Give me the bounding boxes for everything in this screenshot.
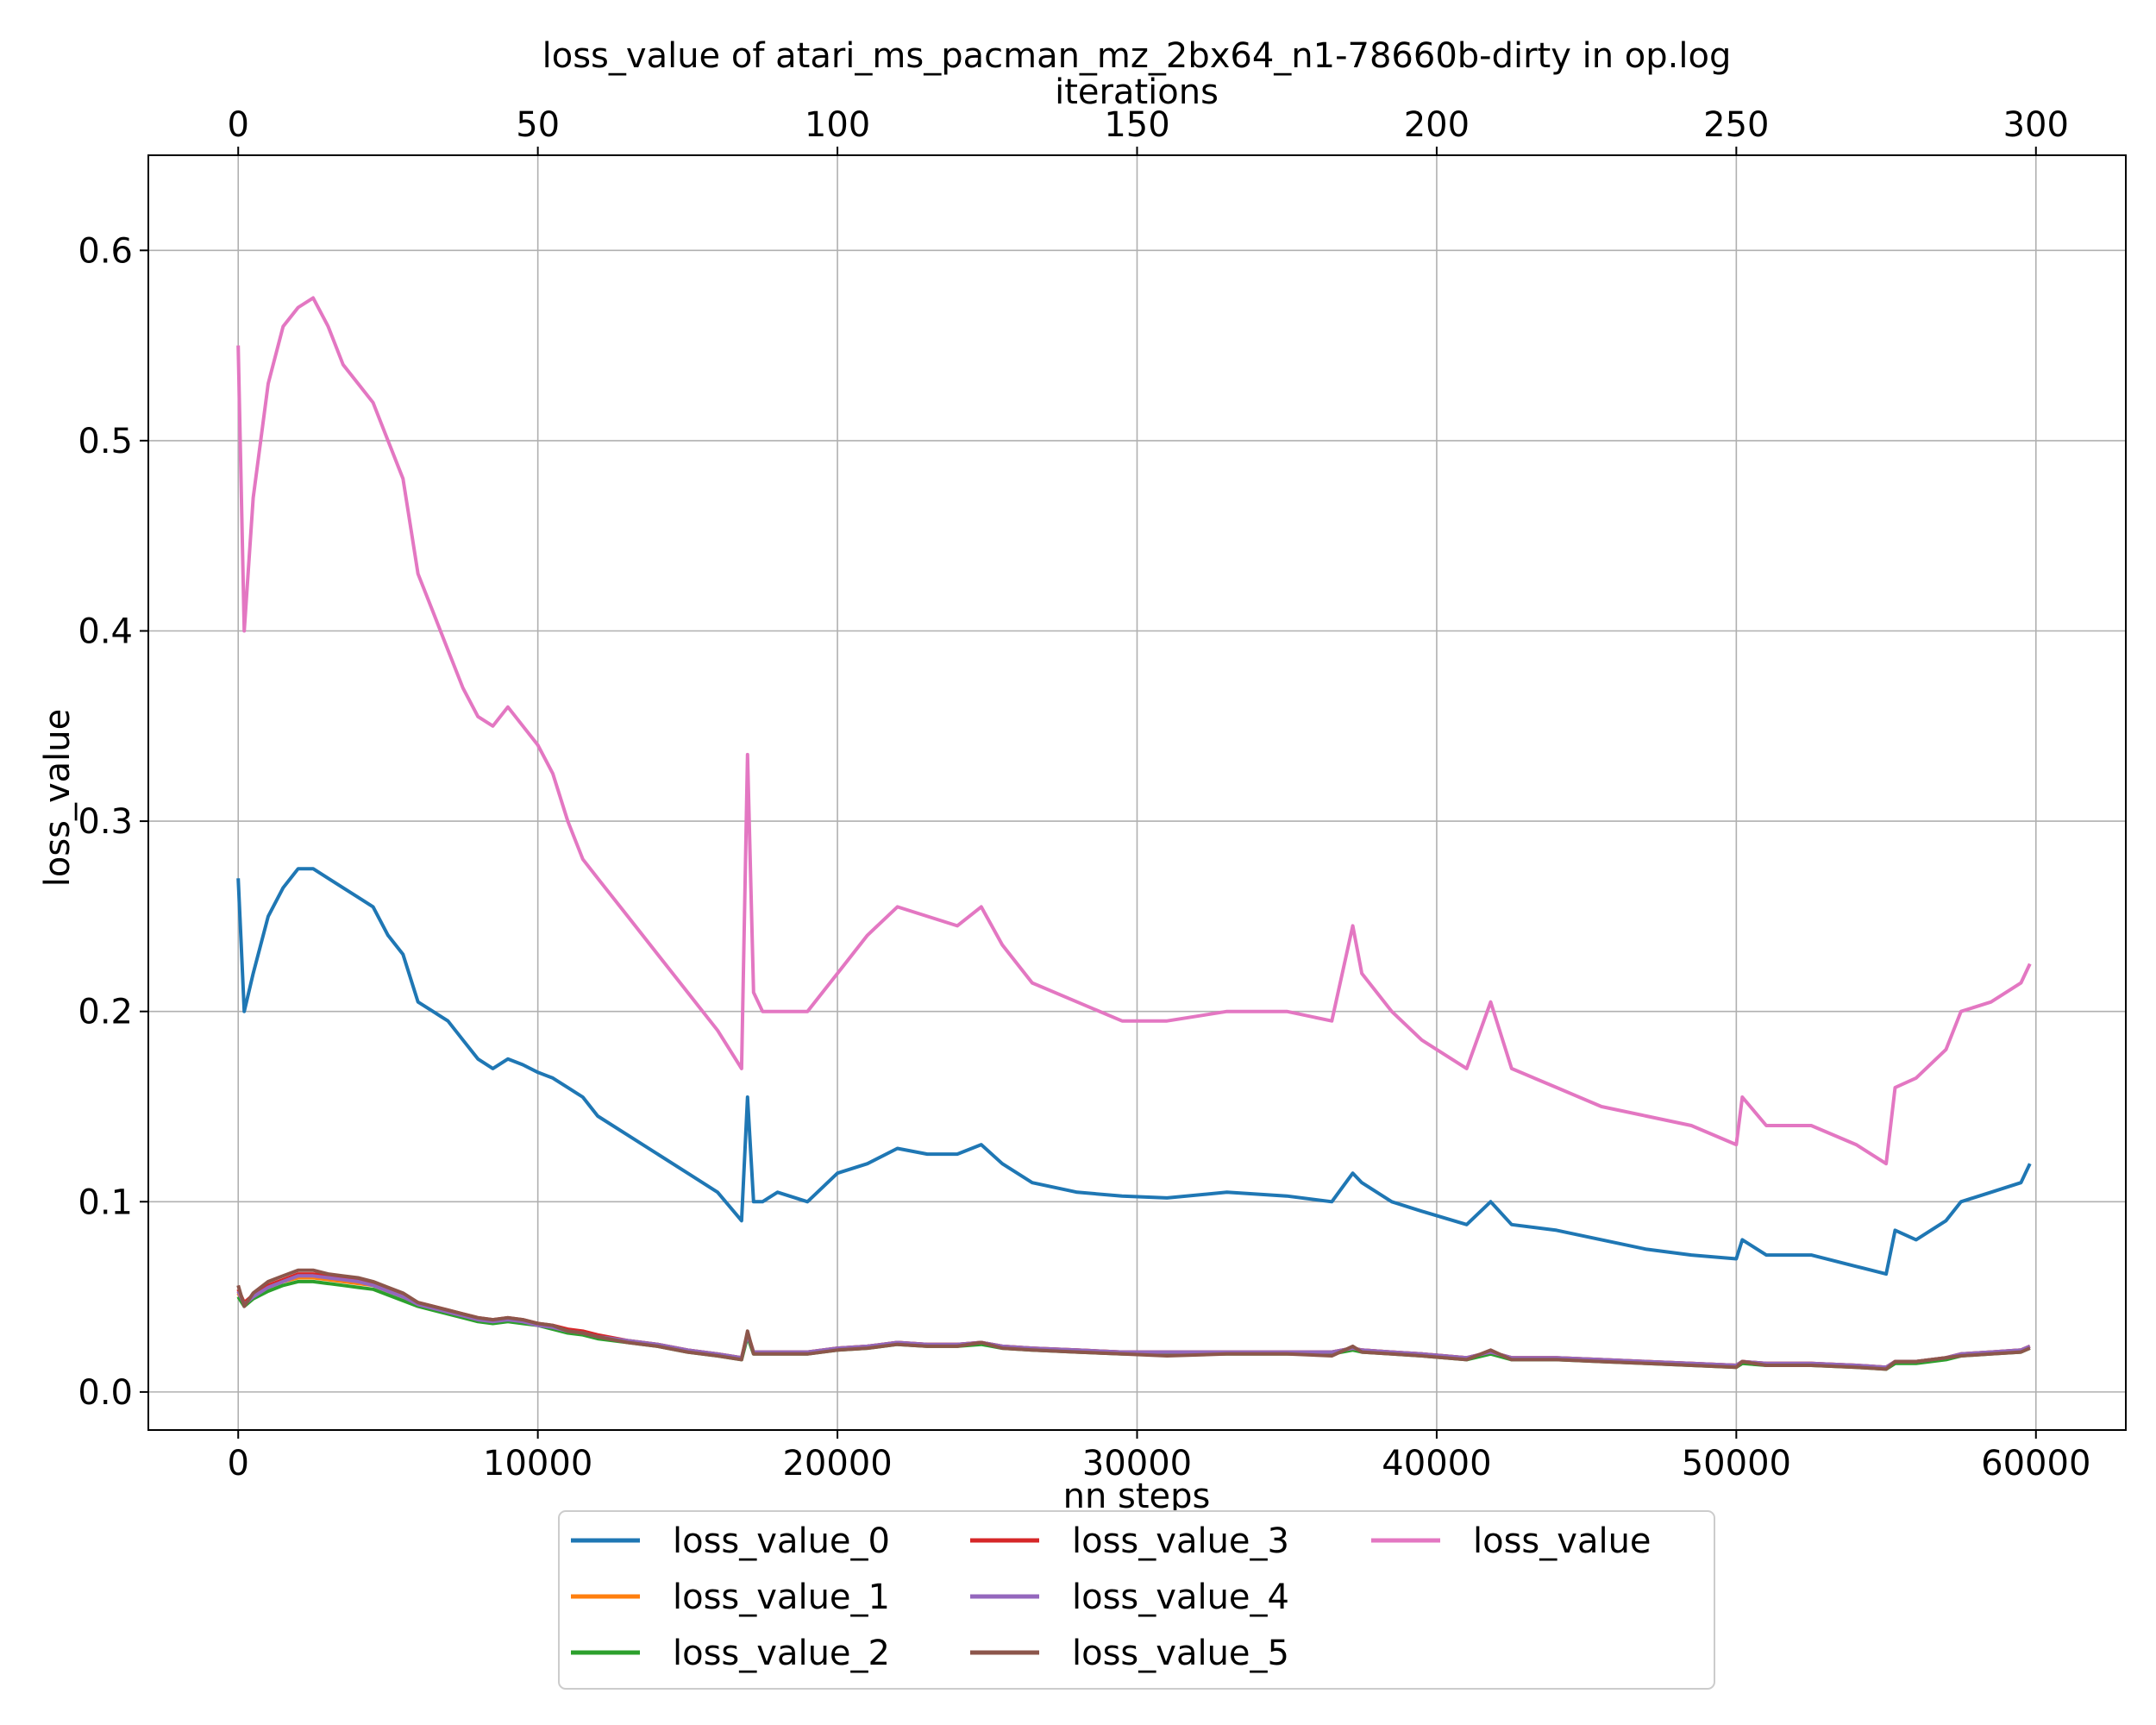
legend-label: loss_value_0 (673, 1521, 890, 1561)
series-line-loss-value-5 (236, 1268, 2031, 1371)
y-tick-label: 0.6 (78, 231, 133, 271)
y-tick-label: 0.5 (78, 422, 133, 461)
top-tick-label: 50 (516, 105, 560, 145)
legend-label: loss_value_4 (1072, 1578, 1289, 1617)
series-line-loss-value-4 (236, 1274, 2031, 1370)
grid (148, 155, 2126, 1430)
series-line-loss-value-0 (236, 867, 2032, 1276)
top-tick-label: 0 (228, 105, 249, 145)
legend-label: loss_value_5 (1072, 1634, 1289, 1673)
top-tick-label: 150 (1104, 105, 1169, 145)
top-tick-label: 200 (1404, 105, 1470, 145)
y-axis-label: loss_value (38, 709, 78, 888)
top-axis-label: iterations (1055, 72, 1219, 112)
legend-label: loss_value (1473, 1521, 1651, 1561)
x-tick-label: 30000 (1082, 1444, 1192, 1484)
top-tick-label: 100 (805, 105, 870, 145)
chart-title: loss_value of atari_ms_pacman_mz_2bx64_n… (542, 36, 1732, 76)
x-axis-label: nn steps (1063, 1477, 1211, 1516)
legend-label: loss_value_1 (673, 1578, 890, 1617)
top-tick-label: 300 (2003, 105, 2069, 145)
x-tick-label: 20000 (782, 1444, 892, 1484)
legend-label: loss_value_3 (1072, 1521, 1289, 1561)
legend-label: loss_value_2 (673, 1634, 890, 1673)
y-tick-label: 0.1 (78, 1182, 133, 1222)
y-tick-label: 0.4 (78, 612, 133, 651)
legend-frame (558, 1510, 1715, 1690)
legend: loss_value_0 loss_value_1 loss_value_2 loss… (558, 1510, 1715, 1690)
plot-lines (236, 296, 2032, 1371)
x-axis-ticks: 0 10000 20000 30000 40000 50000 60000 (228, 1430, 2090, 1484)
x-tick-label: 50000 (1682, 1444, 1791, 1484)
y-tick-label: 0.2 (78, 993, 133, 1032)
x-tick-label: 0 (228, 1444, 249, 1484)
x-tick-label: 40000 (1382, 1444, 1491, 1484)
x-tick-label: 10000 (483, 1444, 592, 1484)
top-tick-label: 250 (1703, 105, 1769, 145)
y-tick-label: 0.3 (78, 802, 133, 842)
x-tick-label: 60000 (1981, 1444, 2090, 1484)
y-tick-label: 0.0 (78, 1373, 133, 1413)
y-axis-ticks: 0.0 0.1 0.2 0.3 0.4 0.5 0.6 (78, 231, 148, 1413)
top-axis-ticks: 0 50 100 150 200 250 300 (228, 105, 2069, 155)
series-line-loss-value (236, 296, 2032, 1166)
